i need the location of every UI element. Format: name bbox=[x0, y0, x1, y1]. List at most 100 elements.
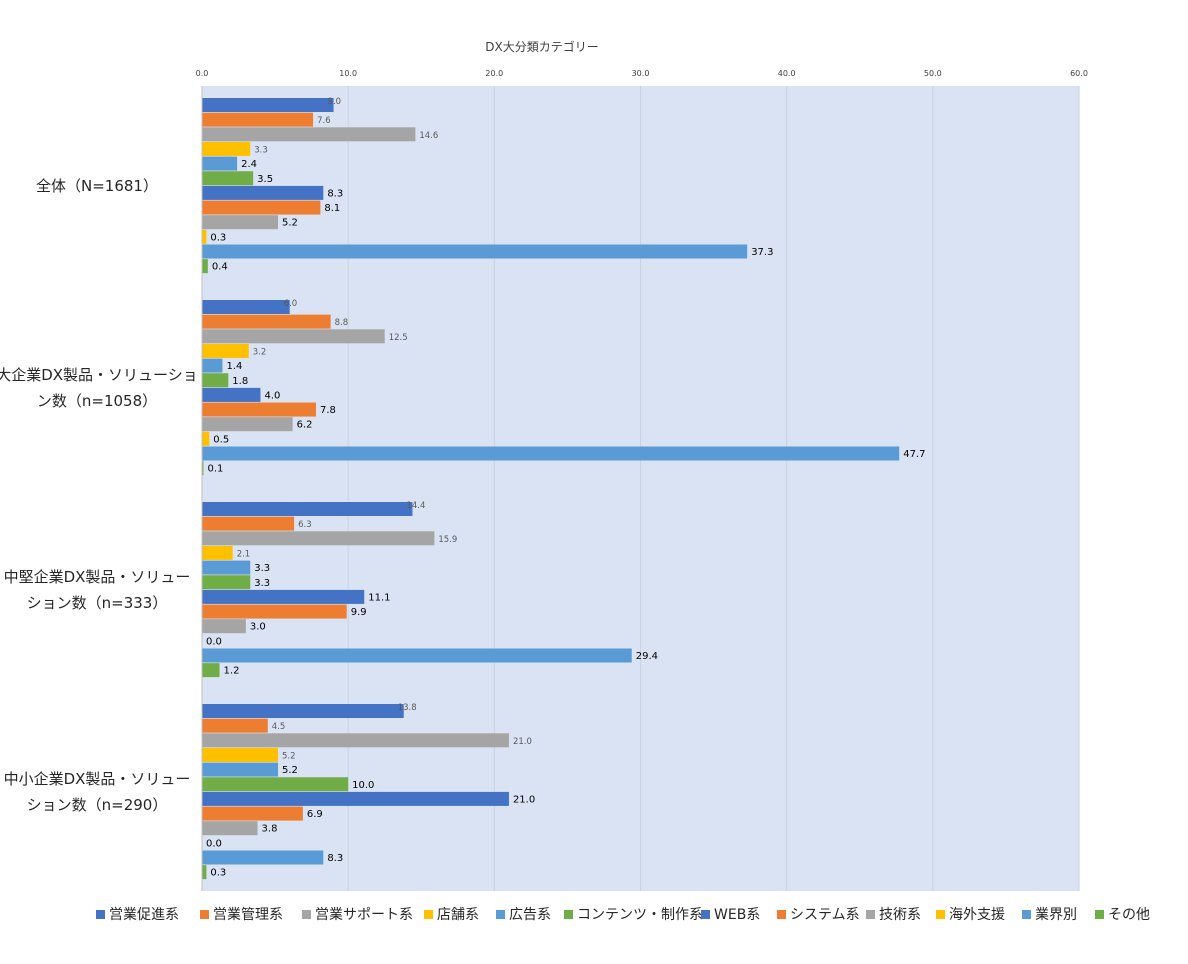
data-label: 4.0 bbox=[264, 390, 280, 401]
data-label: 5.2 bbox=[282, 751, 296, 761]
bar bbox=[202, 718, 268, 733]
bar bbox=[202, 806, 303, 821]
bar bbox=[202, 200, 321, 215]
data-label: 0.4 bbox=[212, 262, 228, 273]
bar bbox=[202, 589, 365, 604]
bar bbox=[202, 185, 324, 200]
data-label: 14.6 bbox=[419, 131, 438, 141]
data-label: 3.3 bbox=[254, 578, 270, 589]
bar bbox=[202, 777, 349, 792]
bar bbox=[202, 531, 435, 546]
data-label: 3.5 bbox=[257, 174, 273, 185]
bar bbox=[202, 417, 293, 432]
data-label: 2.1 bbox=[237, 549, 251, 559]
data-label: 8.3 bbox=[327, 853, 343, 864]
data-label: 0.3 bbox=[210, 868, 226, 879]
bar bbox=[202, 850, 324, 865]
legend-label: 海外支援 bbox=[949, 907, 1005, 923]
data-label: 0.0 bbox=[206, 636, 222, 647]
legend-label: 営業サポート系 bbox=[315, 907, 413, 923]
legend-swatch bbox=[200, 910, 209, 919]
x-tick-label: 50.0 bbox=[924, 69, 942, 78]
category-label: 全体（N=1681） bbox=[36, 177, 158, 195]
data-label: 4.5 bbox=[272, 722, 286, 732]
category-label: ン数（n=1058） bbox=[37, 392, 157, 410]
bar bbox=[202, 821, 258, 836]
legend-label: 業界別 bbox=[1035, 907, 1077, 923]
data-label: 29.4 bbox=[636, 651, 658, 662]
data-label: 7.6 bbox=[317, 116, 331, 126]
data-label: 1.4 bbox=[226, 361, 242, 372]
legend-label: 店舗系 bbox=[437, 907, 479, 923]
gridlines bbox=[347, 86, 1080, 891]
data-label: 10.0 bbox=[352, 780, 374, 791]
bar bbox=[202, 791, 509, 806]
bar bbox=[202, 358, 223, 373]
bar bbox=[202, 502, 413, 516]
bar bbox=[202, 865, 207, 880]
x-axis: 0.0 10.0 20.0 30.0 40.0 50.0 60.0 bbox=[196, 69, 1088, 891]
legend-label: WEB系 bbox=[714, 907, 760, 923]
bar bbox=[202, 141, 251, 156]
category-label: ション数（n=333） bbox=[27, 594, 168, 612]
data-label: 47.7 bbox=[903, 449, 925, 460]
bar bbox=[202, 431, 210, 446]
bar bbox=[202, 446, 900, 461]
bar bbox=[202, 545, 233, 560]
bar bbox=[202, 560, 251, 575]
legend-swatch bbox=[1095, 910, 1104, 919]
data-label: 8.3 bbox=[327, 188, 343, 199]
data-label: 3.3 bbox=[254, 145, 268, 155]
legend-swatch bbox=[701, 910, 710, 919]
legend-label: システム系 bbox=[790, 907, 860, 923]
data-label: 3.0 bbox=[250, 622, 266, 633]
data-label: 15.9 bbox=[438, 535, 457, 545]
legend-swatch bbox=[496, 910, 505, 919]
data-label: 37.3 bbox=[751, 247, 773, 258]
bar bbox=[202, 373, 229, 388]
legend-swatch bbox=[564, 910, 573, 919]
category-label: ション数（n=290） bbox=[27, 796, 168, 814]
bar bbox=[202, 343, 249, 358]
bar bbox=[202, 314, 331, 329]
legend-swatch bbox=[866, 910, 875, 919]
data-label: 8.1 bbox=[324, 203, 340, 214]
data-label: 6.3 bbox=[298, 520, 312, 530]
legend-label: 技術系 bbox=[879, 907, 921, 923]
bar bbox=[202, 112, 314, 127]
bar bbox=[202, 704, 404, 718]
x-tick-label: 0.0 bbox=[196, 69, 209, 78]
x-tick-label: 40.0 bbox=[778, 69, 796, 78]
data-label: 13.8 bbox=[398, 703, 417, 713]
data-label: 5.2 bbox=[282, 765, 298, 776]
legend-swatch bbox=[936, 910, 945, 919]
legend-label: 広告系 bbox=[509, 907, 551, 923]
bar bbox=[202, 762, 279, 777]
bar bbox=[202, 98, 334, 112]
bar bbox=[202, 329, 385, 344]
data-label: 0.1 bbox=[207, 464, 223, 475]
data-label: 6.0 bbox=[284, 299, 298, 309]
data-label: 21.0 bbox=[513, 794, 535, 805]
bar bbox=[202, 648, 632, 663]
bar bbox=[202, 402, 317, 417]
legend-swatch bbox=[302, 910, 311, 919]
bar bbox=[202, 215, 279, 230]
x-tick-label: 10.0 bbox=[339, 69, 357, 78]
data-label: 11.1 bbox=[368, 592, 390, 603]
bar bbox=[202, 156, 238, 171]
data-label: 9.9 bbox=[351, 607, 367, 618]
data-label: 12.5 bbox=[389, 333, 408, 343]
legend-label: 営業促進系 bbox=[109, 907, 179, 923]
x-tick-label: 60.0 bbox=[1070, 69, 1088, 78]
bar bbox=[202, 127, 416, 142]
data-label: 2.4 bbox=[241, 159, 257, 170]
legend-label: コンテンツ・制作系 bbox=[577, 907, 703, 923]
data-label: 0.0 bbox=[206, 838, 222, 849]
data-label: 21.0 bbox=[513, 737, 532, 747]
legend-swatch bbox=[1022, 910, 1031, 919]
data-label: 8.8 bbox=[335, 318, 349, 328]
bar bbox=[202, 663, 220, 678]
